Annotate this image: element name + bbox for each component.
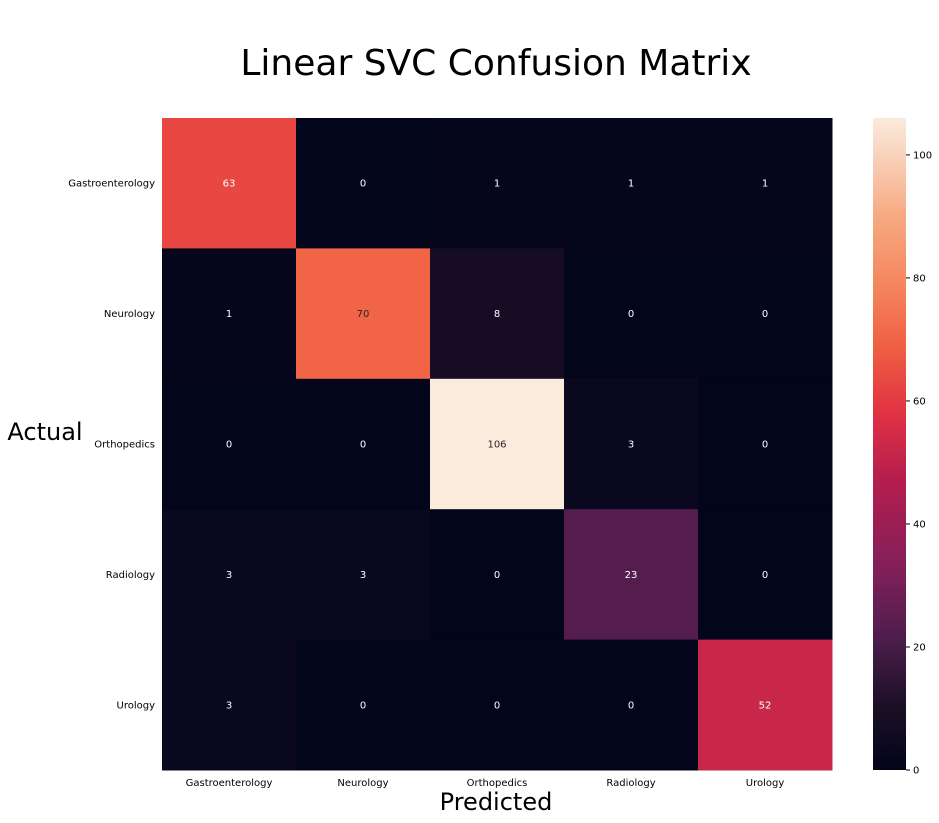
colorbar-gradient [873, 118, 906, 770]
heatmap-cell [162, 639, 297, 771]
heatmap-cell [698, 639, 833, 771]
heatmap-cell [564, 378, 699, 510]
cell-value-label: 1 [628, 179, 634, 190]
heatmap-cell [296, 639, 431, 771]
heatmap-cell [430, 509, 565, 641]
cell-value-label: 63 [223, 179, 236, 190]
cell-value-label: 0 [360, 700, 366, 711]
y-tick-label: Neurology [104, 309, 155, 320]
heatmap-cell [564, 639, 699, 771]
colorbar-tick-label: 100 [913, 150, 932, 161]
cell-value-label: 1 [226, 309, 232, 320]
heatmap-cell [430, 639, 565, 771]
cell-value-label: 0 [628, 700, 634, 711]
x-tick-label: Neurology [337, 778, 388, 789]
cell-value-label: 23 [625, 570, 638, 581]
cell-value-label: 0 [762, 570, 768, 581]
y-tick-labels: Gastroenterology Neurology Orthopedics Radi… [68, 179, 155, 712]
heatmap-cell [296, 248, 431, 380]
cell-value-label: 0 [494, 700, 500, 711]
cell-value-label: 3 [628, 440, 634, 451]
y-tick-label: Orthopedics [94, 440, 155, 451]
heatmap-cell [698, 378, 833, 510]
cell-value-label: 3 [226, 700, 232, 711]
colorbar-tick-label: 40 [913, 519, 926, 530]
heatmap-cell [296, 378, 431, 510]
heatmap-cell [430, 248, 565, 380]
x-tick-label: Urology [746, 778, 785, 789]
heatmap-cell [162, 118, 297, 249]
cell-value-label: 8 [494, 309, 500, 320]
cell-value-label: 3 [226, 570, 232, 581]
heatmap-cell [698, 118, 833, 249]
cell-value-label: 70 [357, 309, 370, 320]
y-tick-label: Urology [117, 700, 156, 711]
cell-value-label: 0 [360, 179, 366, 190]
y-tick-label: Gastroenterology [68, 179, 155, 190]
heatmap-cell [296, 509, 431, 641]
heatmap-cell [698, 509, 833, 641]
heatmap-cells [162, 118, 833, 771]
colorbar: 0 20 40 60 80 100 [873, 118, 932, 777]
heatmap-cell [296, 118, 431, 249]
heatmap-cell [162, 509, 297, 641]
cell-value-label: 106 [487, 440, 506, 451]
x-tick-label: Gastroenterology [186, 778, 273, 789]
colorbar-tick-label: 80 [913, 273, 926, 284]
x-tick-label: Orthopedics [467, 778, 528, 789]
heatmap-cell [564, 248, 699, 380]
y-tick-label: Radiology [106, 570, 155, 581]
cell-value-label: 52 [759, 700, 772, 711]
chart-title: Linear SVC Confusion Matrix [240, 43, 751, 84]
heatmap-cell [162, 378, 297, 510]
heatmap-cell [564, 118, 699, 249]
cell-value-label: 0 [628, 309, 634, 320]
colorbar-ticks: 0 20 40 60 80 100 [906, 150, 932, 777]
heatmap-cell [430, 118, 565, 249]
cell-value-label: 0 [762, 309, 768, 320]
y-axis-title: Actual [7, 418, 82, 446]
cell-value-label: 0 [494, 570, 500, 581]
colorbar-tick-label: 60 [913, 396, 926, 407]
cell-value-label: 3 [360, 570, 366, 581]
cell-value-label: 1 [494, 179, 500, 190]
x-tick-labels: Gastroenterology Neurology Orthopedics Radi… [186, 778, 785, 789]
heatmap-cell [698, 248, 833, 380]
cell-value-label: 0 [226, 440, 232, 451]
colorbar-tick-label: 0 [913, 766, 919, 777]
x-tick-label: Radiology [606, 778, 655, 789]
heatmap-cell [162, 248, 297, 380]
heatmap-cell [430, 378, 565, 510]
cell-value-label: 1 [762, 179, 768, 190]
cell-value-label: 0 [762, 440, 768, 451]
cell-value-label: 0 [360, 440, 366, 451]
x-axis-title: Predicted [440, 788, 553, 816]
heatmap-cell-labels: 63 0 1 1 1 1 70 8 0 0 0 0 106 3 0 3 3 0 23 0 3 0 0 0 52 [223, 179, 772, 712]
colorbar-tick-label: 20 [913, 642, 926, 653]
heatmap-cell [564, 509, 699, 641]
